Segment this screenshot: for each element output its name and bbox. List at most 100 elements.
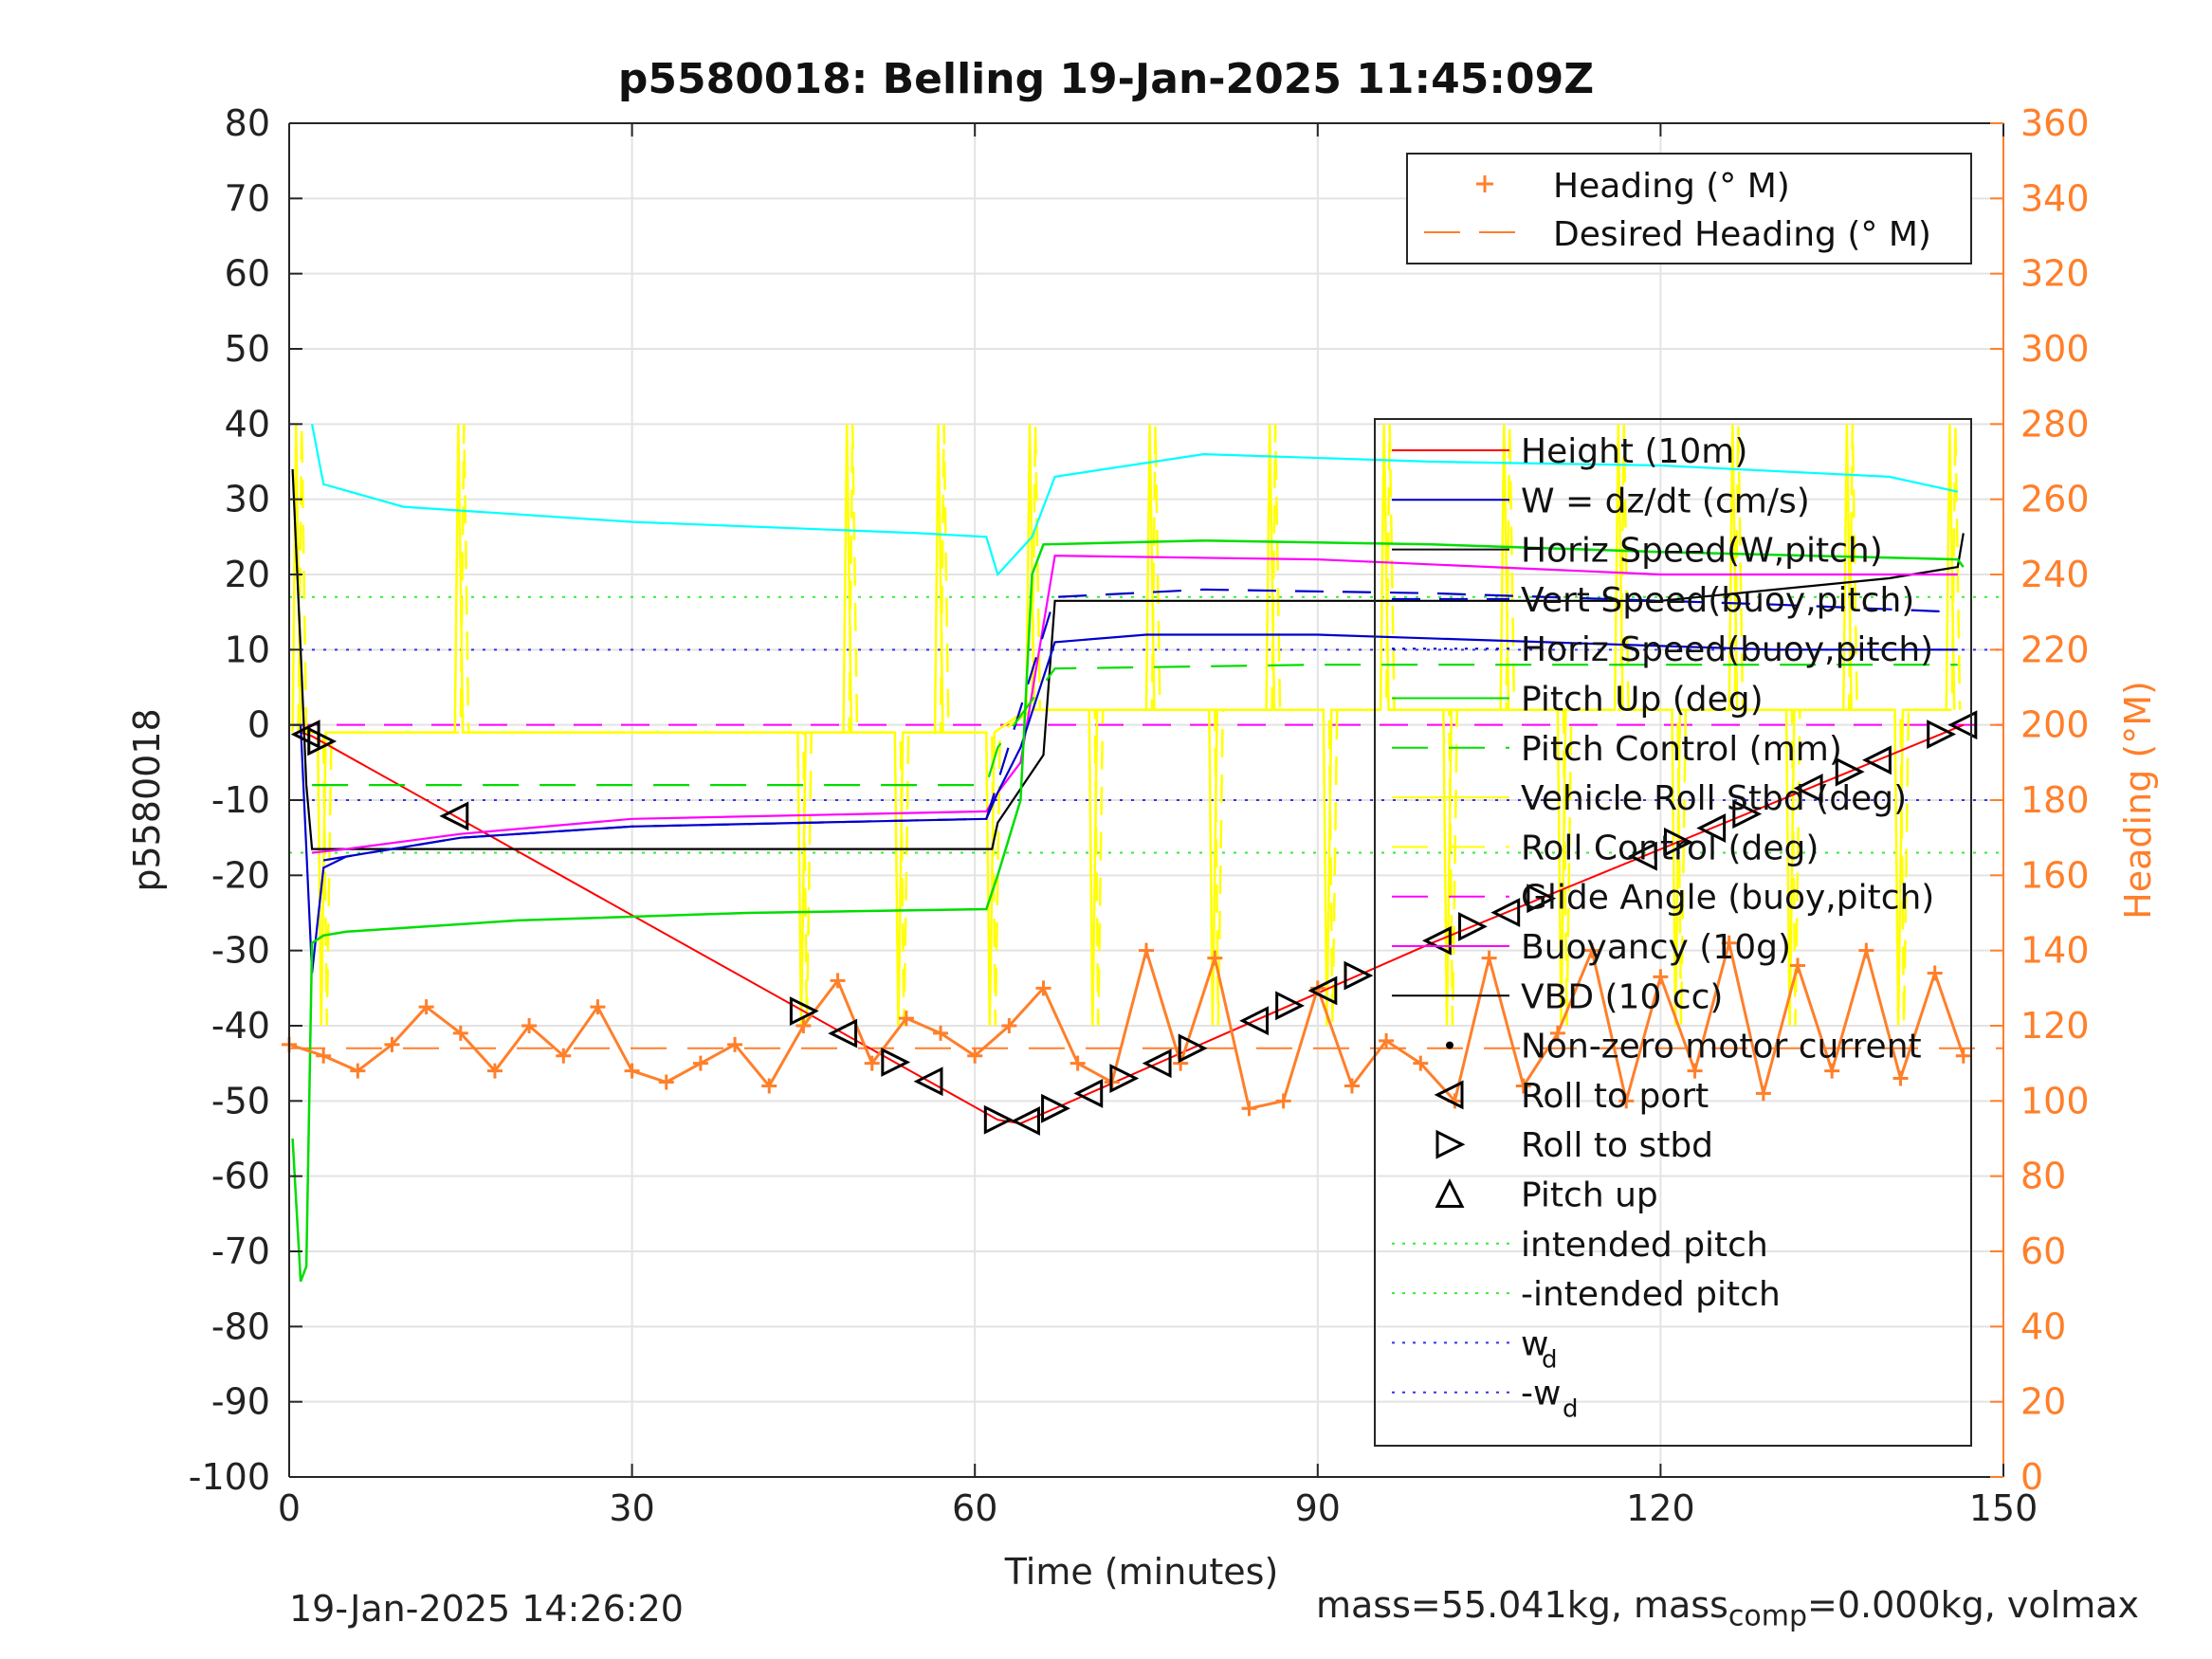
heading-point <box>556 1048 572 1064</box>
roll-to-port-marker <box>1793 774 1823 803</box>
legend-label: Pitch up <box>1521 1176 1658 1215</box>
y-tick-label: -100 <box>189 1456 270 1498</box>
heading-point <box>1241 1101 1257 1117</box>
heading-point <box>1207 950 1223 966</box>
y-tick-label: -10 <box>211 779 270 821</box>
y-right-tick-label: 60 <box>2020 1231 2066 1272</box>
heading-point <box>898 1011 914 1027</box>
heading-point <box>624 1063 640 1079</box>
y-tick-label: -30 <box>211 930 270 972</box>
roll-to-stbd-marker <box>1732 799 1763 830</box>
roll-to-stbd-marker <box>307 726 338 757</box>
heading-point <box>1344 1078 1360 1094</box>
heading-point <box>1824 1063 1840 1079</box>
y-right-tick-label: 300 <box>2020 328 2090 370</box>
roll-to-port-marker <box>1073 1078 1104 1108</box>
y-tick-label: 60 <box>225 253 270 295</box>
legend-label: Pitch Up (deg) <box>1521 681 1764 720</box>
roll-to-port-marker <box>1696 813 1727 843</box>
y-tick-label: 30 <box>225 479 270 520</box>
legend-label: Pitch Control (mm) <box>1521 730 1842 769</box>
heading-point <box>727 1036 743 1052</box>
page-title: p5580018: Belling 19-Jan-2025 11:45:09Z <box>617 55 1595 103</box>
heading-point <box>1001 1018 1017 1033</box>
heading-point <box>1618 1093 1635 1109</box>
heading-point <box>1790 957 1806 974</box>
roll-to-port-marker <box>913 1066 943 1097</box>
legend-label: Roll Control (deg) <box>1521 829 1819 867</box>
legend-label: Vehicle Roll Stbd (deg) <box>1521 779 1907 818</box>
y-right-tick-label: 260 <box>2020 479 2090 520</box>
legend-label: Horiz Speed(W,pitch) <box>1521 532 1883 571</box>
footer-mass-text2: =0.000kg, volmax <box>1807 1584 2140 1626</box>
heading-legend-glyph <box>1476 175 1493 192</box>
heading-point <box>452 1025 468 1041</box>
roll-to-port-marker <box>1627 841 1657 871</box>
heading-point <box>1069 1055 1086 1071</box>
heading-point <box>590 999 606 1015</box>
roll-to-port-marker <box>1011 1106 1040 1136</box>
legend-subscript: d <box>1563 1395 1579 1424</box>
y-right-tick-label: 40 <box>2020 1305 2066 1347</box>
y-right-tick-label: 320 <box>2020 253 2090 295</box>
heading-point <box>658 1074 674 1090</box>
y-axis-label: p5580018 <box>126 708 168 891</box>
y-tick-label: 20 <box>225 554 270 595</box>
legend-glyph-triangle <box>1435 1178 1465 1208</box>
y-right-tick-label: 360 <box>2020 102 2090 144</box>
heading-point <box>933 1025 949 1041</box>
roll-to-stbd-marker <box>1458 911 1488 941</box>
roll-to-stbd-marker <box>1927 720 1957 749</box>
heading-point <box>1653 969 1669 985</box>
heading-point <box>1515 1078 1531 1094</box>
legend-label: Non-zero motor current <box>1521 1028 1922 1066</box>
pitch-roll-markers <box>290 710 1978 1136</box>
legend-label: Buoyancy (10g) <box>1521 928 1791 967</box>
y-tick-label: -50 <box>211 1080 270 1121</box>
roll-to-port-marker <box>1142 1048 1172 1079</box>
legend-label: Height (10m) <box>1521 432 1747 471</box>
heading-point <box>1379 1032 1395 1048</box>
x-tick-label: 120 <box>1626 1487 1695 1529</box>
vehicle-roll-series <box>291 424 1956 1027</box>
legend-label: Roll to stbd <box>1521 1126 1713 1165</box>
y-tick-label: 40 <box>225 403 270 445</box>
heading-point <box>1858 942 1874 958</box>
heading-point <box>967 1048 983 1064</box>
x-tick-label: 30 <box>609 1487 654 1529</box>
y-tick-label: 70 <box>225 177 270 219</box>
legend-label: w <box>1521 1324 1548 1363</box>
heading-point <box>1549 1025 1565 1041</box>
y-right-tick-label: 180 <box>2020 779 2090 821</box>
footer-timestamp: 19-Jan-2025 14:26:20 <box>289 1588 684 1630</box>
footer-mass-sub: comp <box>1728 1599 1808 1633</box>
series-buoyancy-10g <box>311 555 1958 854</box>
roll-to-stbd-marker <box>881 1048 911 1077</box>
series-heading-m <box>288 942 1965 1111</box>
heading-legend-label: Desired Heading (° M) <box>1553 215 1931 254</box>
x-tick-label: 150 <box>1969 1487 2038 1529</box>
heading-point <box>864 1055 880 1071</box>
heading-legend-label: Heading (° M) <box>1553 167 1790 206</box>
y-tick-label: -20 <box>211 854 270 896</box>
series-vert-speed-buoy-pitch <box>323 588 1958 862</box>
y-right-tick-label: 220 <box>2020 629 2090 670</box>
footer-mass: mass=55.041kg, masscomp=0.000kg, volmax <box>1316 1584 2139 1633</box>
heading-point <box>761 1078 777 1094</box>
heading-point <box>1584 942 1600 958</box>
series-pitch-up-deg <box>291 539 1965 1283</box>
y-right-tick-label: 80 <box>2020 1156 2066 1197</box>
heading-point <box>1721 935 1737 951</box>
legend-label: Vert Speed(buoy,pitch) <box>1521 581 1914 620</box>
x-tick-label: 60 <box>952 1487 997 1529</box>
y-tick-label: 50 <box>225 328 270 370</box>
y-tick-label: 80 <box>225 102 270 144</box>
roll-to-stbd-marker <box>1109 1064 1140 1093</box>
heading-legend: Heading (° M) Desired Heading (° M) <box>1406 153 1972 264</box>
roll-to-port-marker <box>1862 745 1892 775</box>
heading-point <box>316 1048 332 1064</box>
y-tick-label: -70 <box>211 1231 270 1272</box>
heading-point <box>1139 942 1154 958</box>
heading-point <box>1275 1093 1291 1109</box>
x-axis-label: Time (minutes) <box>1004 1551 1279 1593</box>
